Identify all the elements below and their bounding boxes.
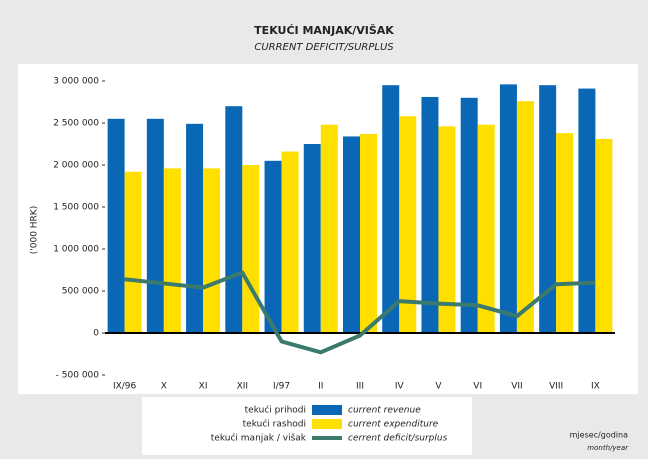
- bar: [343, 136, 360, 333]
- legend-label-local: tekući manjak / višak: [211, 433, 307, 444]
- y-tick-label: 2 500 000: [53, 119, 99, 129]
- x-tick-label: XII: [237, 382, 248, 392]
- bar: [539, 85, 557, 333]
- bar: [477, 124, 495, 334]
- bar: [320, 124, 338, 334]
- bar: [556, 133, 574, 333]
- legend-label-local: tekući rashodi: [243, 419, 306, 430]
- legend-label: current revenue: [348, 406, 421, 416]
- x-tick-label: X: [161, 382, 167, 392]
- chart-subtitle: CURRENT DEFICIT/SURPLUS: [254, 42, 394, 53]
- bar: [516, 101, 534, 333]
- y-axis-label: ('000 HRK): [30, 206, 40, 254]
- x-tick-label: IV: [395, 382, 405, 392]
- x-tick-label: II: [318, 382, 323, 392]
- legend-swatch: [312, 419, 342, 429]
- legend-label-local: tekući prihodi: [245, 405, 306, 416]
- y-tick-label: 3 000 000: [53, 77, 99, 87]
- bar: [460, 97, 478, 333]
- bar: [146, 118, 164, 333]
- bar: [124, 171, 142, 333]
- bar: [382, 85, 400, 333]
- x-tick-label: V: [435, 382, 442, 392]
- bar: [303, 144, 321, 333]
- bar: [225, 106, 243, 333]
- bar: [163, 168, 181, 333]
- bar: [186, 123, 204, 333]
- bar: [264, 160, 282, 333]
- bar: [242, 165, 260, 333]
- y-tick-label: 1 000 000: [53, 245, 99, 255]
- y-tick-label: 500 000: [62, 287, 99, 297]
- y-tick-label: 0: [93, 329, 99, 339]
- bar: [595, 138, 613, 333]
- x-tick-label: VI: [473, 382, 482, 392]
- bar: [438, 126, 456, 333]
- x-tick-label: VII: [511, 382, 522, 392]
- legend-box: [142, 397, 472, 455]
- x-tick-label: XI: [199, 382, 208, 392]
- bar: [281, 151, 299, 333]
- x-tick-label: III: [356, 382, 364, 392]
- bar: [578, 88, 596, 333]
- bar: [360, 133, 377, 333]
- x-tick-label: VIII: [549, 382, 563, 392]
- x-tick-label: I/97: [273, 382, 290, 392]
- y-tick-label: - 500 000: [56, 371, 100, 381]
- bar: [107, 118, 125, 333]
- bar: [421, 96, 439, 334]
- bar: [499, 84, 517, 333]
- legend-label: current expenditure: [348, 420, 439, 430]
- x-tick-label: IX: [591, 382, 600, 392]
- y-tick-label: 1 500 000: [53, 203, 99, 213]
- legend-label: cerrent deficit/surplus: [348, 434, 448, 444]
- chart-title: TEKUĆI MANJAK/VIŠAK: [254, 24, 394, 37]
- x-axis-label-en: month/year: [587, 444, 629, 452]
- bar: [399, 116, 417, 333]
- y-tick-label: 2 000 000: [53, 161, 99, 171]
- legend-swatch: [312, 405, 342, 415]
- x-tick-label: IX/96: [113, 382, 137, 392]
- bar: [203, 168, 221, 333]
- line-series: [124, 270, 596, 355]
- x-axis-label: mjesec/godina: [570, 431, 628, 440]
